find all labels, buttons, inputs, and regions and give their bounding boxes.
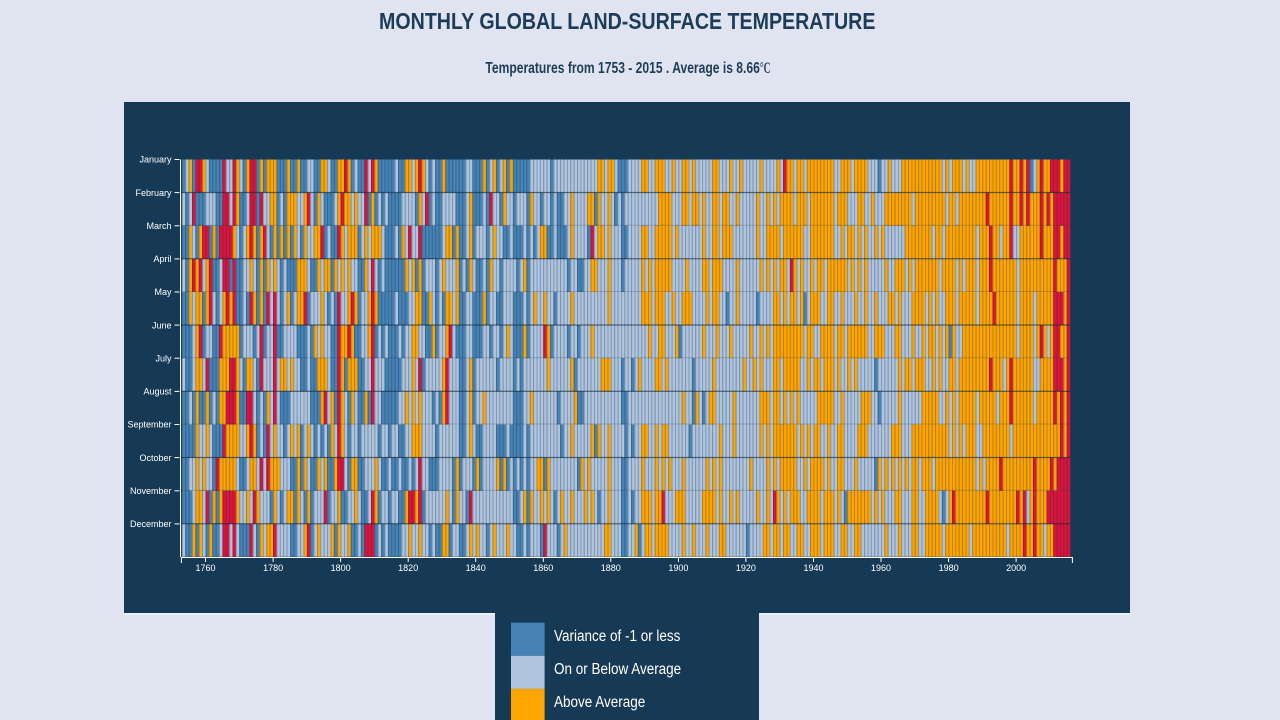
svg-text:1780: 1780	[263, 563, 283, 573]
svg-text:1980: 1980	[939, 563, 959, 573]
svg-text:March: March	[146, 221, 171, 231]
svg-text:1900: 1900	[668, 563, 688, 573]
svg-text:June: June	[152, 320, 172, 330]
svg-text:1800: 1800	[331, 563, 351, 573]
svg-text:1960: 1960	[871, 563, 891, 573]
svg-text:December: December	[130, 519, 172, 529]
svg-text:1880: 1880	[601, 563, 621, 573]
svg-text:October: October	[139, 453, 171, 463]
svg-text:1820: 1820	[398, 563, 418, 573]
svg-text:1860: 1860	[533, 563, 553, 573]
svg-text:May: May	[154, 287, 172, 297]
svg-text:1920: 1920	[736, 563, 756, 573]
svg-text:November: November	[130, 486, 172, 496]
svg-text:July: July	[155, 353, 172, 363]
svg-text:January: January	[139, 155, 172, 165]
svg-text:February: February	[135, 188, 172, 198]
svg-text:April: April	[153, 254, 171, 264]
svg-text:September: September	[127, 420, 171, 430]
svg-text:August: August	[143, 387, 172, 397]
svg-text:1940: 1940	[803, 563, 823, 573]
svg-text:2000: 2000	[1006, 563, 1026, 573]
svg-text:1840: 1840	[466, 563, 486, 573]
svg-text:1760: 1760	[195, 563, 215, 573]
